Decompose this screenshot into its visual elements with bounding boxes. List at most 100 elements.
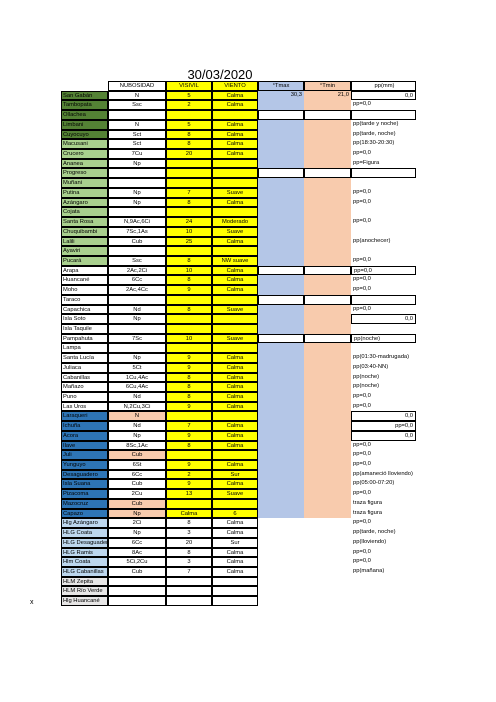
station-name: Ichuña	[61, 421, 108, 431]
tmin-cell	[304, 333, 351, 344]
station-name: Santa Lucía	[61, 353, 108, 363]
pp-cell	[351, 577, 416, 587]
viento-cell	[212, 168, 258, 179]
visibilidad-cell: 9	[166, 460, 212, 470]
nubosidad-cell: 5Ci,2Cu	[108, 557, 166, 567]
viento-cell: Suave	[212, 333, 258, 344]
viento-cell: Suave	[212, 304, 258, 315]
nubosidad-cell	[108, 576, 166, 587]
station-name: Cojata	[61, 207, 108, 218]
nubosidad-cell: Np	[108, 197, 166, 208]
viento-cell	[212, 207, 258, 218]
viento-cell: Calma	[212, 275, 258, 286]
tmax-cell	[258, 323, 304, 334]
viento-cell: Calma	[212, 421, 258, 431]
visibilidad-cell: 9	[166, 362, 212, 373]
visibilidad-cell: 13	[166, 489, 212, 499]
viento-cell: Calma	[212, 566, 258, 577]
tmax-cell	[258, 567, 304, 577]
nubosidad-cell: 8Ac	[108, 547, 166, 558]
nubosidad-cell: Cub	[108, 498, 166, 509]
station-name: HLM Río Verde	[61, 586, 108, 597]
tmin-cell	[304, 538, 351, 548]
pp-cell: pp=0,0	[353, 490, 371, 497]
tmin-cell	[304, 401, 351, 412]
visibilidad-cell: 5	[166, 119, 212, 130]
tmax-cell	[258, 255, 304, 266]
pp-cell	[351, 227, 416, 237]
viento-cell: Calma	[212, 129, 258, 140]
tmin-cell	[304, 110, 351, 120]
pp-cell: pp=0,0	[351, 265, 416, 276]
nubosidad-cell: 6Cc	[108, 275, 166, 286]
station-name: Taraco	[61, 294, 108, 305]
viento-cell: Calma	[212, 479, 258, 490]
pp-cell	[351, 343, 416, 353]
tmin-cell	[304, 353, 351, 363]
tmax-cell	[258, 178, 304, 188]
visibilidad-cell: 8	[166, 547, 212, 558]
pp-cell: pp=0,0	[353, 441, 371, 448]
viento-cell: Suave	[212, 226, 258, 237]
tmin-cell	[304, 323, 351, 334]
visibilidad-cell: 5	[166, 90, 212, 101]
tmax-cell	[258, 100, 304, 111]
header-tmin: °Tmin	[304, 81, 351, 91]
pp-cell: pp=0,0	[353, 256, 371, 263]
nubosidad-cell: Np	[108, 187, 166, 198]
pp-cell: 0,0	[351, 430, 416, 441]
nubosidad-cell: Np	[108, 314, 166, 324]
station-name: Lalili	[61, 236, 108, 247]
header-visibilidad: VISIVIL	[166, 81, 212, 91]
station-name: Isla Suana	[61, 479, 108, 490]
station-name: Limbani	[61, 119, 108, 130]
pp-cell: pp=0,0	[353, 461, 371, 468]
visibilidad-cell	[166, 586, 212, 597]
tmin-cell	[304, 508, 351, 519]
visibilidad-cell: 3	[166, 528, 212, 538]
visibilidad-cell: 8	[166, 129, 212, 140]
station-name: Santa Rosa	[61, 217, 108, 227]
tmax-cell	[258, 518, 304, 528]
nubosidad-cell: Ssc	[108, 255, 166, 266]
nubosidad-cell: N	[108, 411, 166, 422]
tmin-cell	[304, 119, 351, 130]
tmin-cell	[304, 577, 351, 587]
tmin-cell	[304, 265, 351, 276]
pp-cell: pp=0,0	[353, 305, 371, 312]
pp-cell: pp=0,0	[353, 548, 371, 555]
nubosidad-cell: Sct	[108, 129, 166, 140]
station-name: Pizacoma	[61, 489, 108, 499]
pp-cell: pp=0,0	[353, 276, 371, 283]
tmax-cell	[258, 498, 304, 509]
pp-cell: pp=0,0	[353, 451, 371, 458]
viento-cell	[212, 323, 258, 334]
tmin-cell	[304, 450, 351, 461]
station-name: Laraqueri	[61, 411, 108, 422]
pp-cell: pp=0,0	[353, 519, 371, 526]
visibilidad-cell	[166, 110, 212, 120]
tmin-cell	[304, 226, 351, 237]
tmax-cell	[258, 362, 304, 373]
tmax-cell	[258, 548, 304, 558]
nubosidad-cell: 7Cu	[108, 149, 166, 159]
nubosidad-cell: Nd	[108, 421, 166, 431]
report-date-title: 30/03/2020	[187, 67, 253, 82]
pp-cell	[351, 246, 416, 256]
tmax-cell	[258, 596, 304, 606]
station-name: Ananea	[61, 158, 108, 169]
nubosidad-cell: 7Sc,1As	[108, 226, 166, 237]
tmin-cell	[304, 440, 351, 451]
nubosidad-cell	[108, 168, 166, 179]
viento-cell: Calma	[212, 392, 258, 402]
pp-cell: pp=0,0	[353, 188, 371, 195]
pp-cell	[351, 110, 416, 120]
nubosidad-cell: Np	[108, 508, 166, 519]
tmin-cell	[304, 178, 351, 188]
station-name: Pampahuta	[61, 333, 108, 344]
nubosidad-cell	[108, 323, 166, 334]
station-name: Juli	[61, 450, 108, 461]
viento-cell: NW suave	[212, 255, 258, 266]
pp-cell: pp=0,0	[353, 286, 371, 293]
tmax-cell	[258, 275, 304, 286]
